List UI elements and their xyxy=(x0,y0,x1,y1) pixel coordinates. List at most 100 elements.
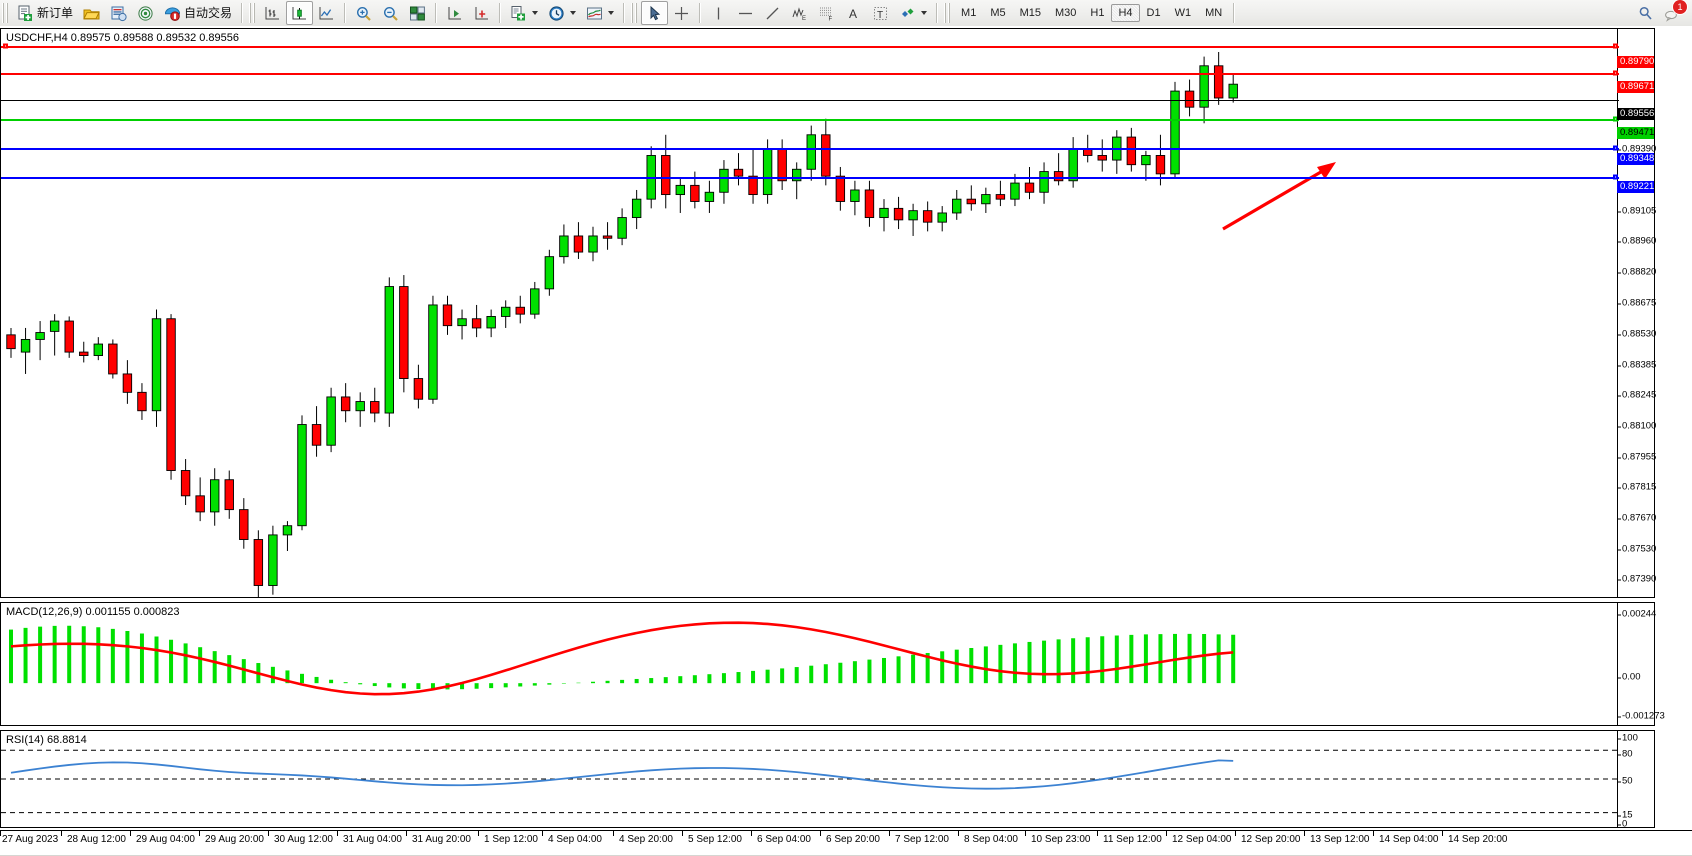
support-blue-line-1-price-chip[interactable]: 0.89348 xyxy=(1617,153,1654,165)
timeframe-d1[interactable]: D1 xyxy=(1146,7,1161,19)
candle-body xyxy=(384,286,394,414)
candle-body xyxy=(792,168,802,182)
timeframe-w1[interactable]: W1 xyxy=(1174,7,1192,19)
tile-windows-icon xyxy=(410,6,425,20)
cursor-button[interactable] xyxy=(641,1,669,25)
timeframe-mn[interactable]: MN xyxy=(1205,7,1223,19)
resistance-1-line[interactable] xyxy=(1,73,1619,76)
price-scale[interactable]: 0.89390 0.89105 0.88960 0.88820 0.88675 0.885… xyxy=(1617,29,1656,597)
crosshair-button[interactable] xyxy=(668,1,695,25)
candle-body xyxy=(1068,148,1078,182)
terminal-button[interactable] xyxy=(105,1,132,25)
horizontal-line-button[interactable] xyxy=(732,1,759,25)
rsi-pane[interactable]: RSI(14) 68.8814 100 80 50 15 0 xyxy=(0,730,1655,830)
resistance-2-left-handle[interactable] xyxy=(3,43,8,49)
candle-body xyxy=(340,396,351,412)
toolbar-separator-2 xyxy=(344,3,347,23)
macd-scale[interactable]: 0.00244 0.00 -0.001273 xyxy=(1617,603,1665,725)
price-tick: 0.87390 xyxy=(1618,574,1656,585)
support-blue-2-handle[interactable] xyxy=(1613,174,1618,180)
alerts-button[interactable]: 1 xyxy=(1659,0,1687,25)
fibonacci-icon: F xyxy=(820,7,833,22)
timeframe-m5[interactable]: M5 xyxy=(990,7,1006,19)
rsi-plot[interactable] xyxy=(1,731,1617,827)
time-label: 29 Aug 04:00 xyxy=(136,834,195,845)
zoom-out-button[interactable] xyxy=(377,1,404,25)
chevron-down-icon[interactable] xyxy=(532,11,539,15)
support-blue-2-line[interactable] xyxy=(1,176,1619,179)
new-order-button[interactable]: 新订单 xyxy=(12,1,78,25)
toolbar-grip-2[interactable] xyxy=(249,3,257,23)
support-blue-1-handle[interactable] xyxy=(1613,145,1618,151)
auto-scroll-button[interactable] xyxy=(441,1,468,25)
templates-button[interactable] xyxy=(581,1,619,25)
bar-chart-button[interactable] xyxy=(259,1,286,25)
resistance-2-handle[interactable] xyxy=(1613,43,1618,49)
text-label-button[interactable]: T xyxy=(867,1,894,25)
resistance-1-handle[interactable] xyxy=(1613,70,1618,76)
toolbar-grip[interactable] xyxy=(2,3,9,23)
templates-icon xyxy=(587,7,603,19)
time-tick xyxy=(61,831,62,836)
price-plot[interactable] xyxy=(1,29,1617,597)
price-pane[interactable]: USDCHF,H4 0.89575 0.89588 0.89532 0.8955… xyxy=(0,28,1656,598)
indicators-button[interactable] xyxy=(505,1,543,25)
candle-body xyxy=(413,378,424,400)
last-price-line[interactable] xyxy=(1,99,1619,101)
trendline-button[interactable] xyxy=(759,1,786,25)
timeframe-m30[interactable]: M30 xyxy=(1055,7,1077,19)
elliott-wave-button[interactable]: E xyxy=(786,1,813,25)
time-label: 28 Aug 12:00 xyxy=(67,834,126,845)
resistance-line-2-price-chip[interactable]: 0.89790 xyxy=(1617,56,1654,68)
support-blue-line-2-price-chip[interactable]: 0.89221 xyxy=(1617,181,1654,193)
text-button[interactable]: A xyxy=(840,1,867,25)
macd-plot[interactable] xyxy=(1,603,1617,725)
candlestick-chart-button[interactable] xyxy=(286,1,314,25)
folder-button[interactable] xyxy=(78,1,105,25)
resistance-line-1-price-chip[interactable]: 0.89671 xyxy=(1617,81,1654,93)
cursor-icon xyxy=(650,5,661,20)
rsi-scale[interactable]: 100 80 50 15 0 xyxy=(1617,731,1654,830)
timeframe-h1[interactable]: H1 xyxy=(1090,7,1105,19)
time-tick xyxy=(1025,831,1026,836)
candle-body xyxy=(64,320,74,353)
price-tick: 0.89105 xyxy=(1618,206,1656,217)
toolbar-separator-6 xyxy=(699,3,702,23)
toolbar-grip-4[interactable] xyxy=(944,3,952,23)
zoom-in-button[interactable] xyxy=(350,1,377,25)
alerts-icon xyxy=(1665,10,1677,22)
periods-button[interactable] xyxy=(543,1,581,25)
support-green-line-price-chip[interactable]: 0.89471 xyxy=(1617,127,1654,139)
toolbar-grip-3[interactable] xyxy=(631,3,639,23)
fibonacci-button[interactable]: F xyxy=(813,1,840,25)
timeframe-h4[interactable]: H4 xyxy=(1111,4,1140,22)
chevron-down-icon[interactable] xyxy=(570,11,577,15)
timeframe-m15[interactable]: M15 xyxy=(1019,7,1041,19)
macd-pane[interactable]: MACD(12,26,9) 0.001155 0.000823 0.00244 0… xyxy=(0,602,1665,726)
navigator-button[interactable] xyxy=(132,1,159,25)
auto-trading-button[interactable]: 自动交易 xyxy=(159,1,237,25)
candle-body xyxy=(399,286,409,379)
chart-workspace[interactable]: USDCHF,H4 0.89575 0.89588 0.89532 0.8955… xyxy=(0,26,1692,830)
chevron-down-icon[interactable] xyxy=(608,11,615,15)
chevron-down-icon[interactable] xyxy=(921,11,928,15)
rsi-tick: 15 xyxy=(1618,810,1633,821)
time-axis: 27 Aug 2023 28 Aug 12:00 29 Aug 04:00 29 Au… xyxy=(0,830,1692,856)
time-tick xyxy=(889,831,890,836)
support-blue-1-line[interactable] xyxy=(1,147,1619,150)
shapes-icon xyxy=(902,8,914,17)
timeframe-m1[interactable]: M1 xyxy=(961,7,977,19)
periods-icon xyxy=(549,5,564,21)
candle-body xyxy=(209,479,220,513)
candle-body xyxy=(311,424,322,446)
chart-shift-button[interactable] xyxy=(468,1,495,25)
line-chart-button[interactable] xyxy=(313,1,340,25)
tile-windows-button[interactable] xyxy=(404,1,431,25)
support-green-line[interactable] xyxy=(1,119,1619,122)
candle-body xyxy=(1199,65,1209,108)
shapes-button[interactable] xyxy=(894,1,932,25)
last-price-price-chip[interactable]: 0.89556 xyxy=(1617,108,1654,120)
search-button[interactable] xyxy=(1632,1,1659,25)
vertical-line-button[interactable] xyxy=(705,1,732,25)
resistance-2-line[interactable] xyxy=(1,46,1619,49)
